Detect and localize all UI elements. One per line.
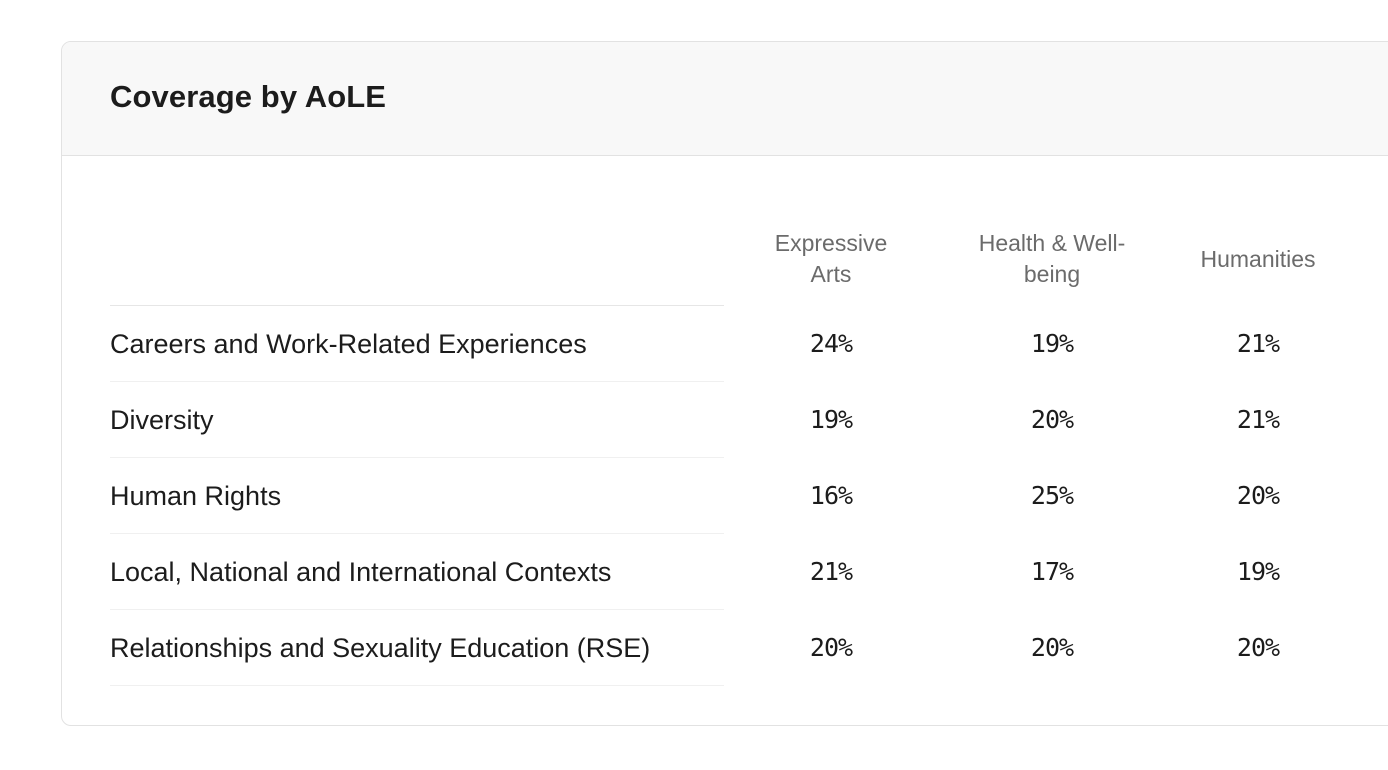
table-header-row: Expressive Arts Health & Well- being Hum… <box>110 213 1350 306</box>
column-header-humanities: Humanities <box>1200 245 1316 272</box>
table-row: Human Rights 16% 25% 20% <box>110 457 1350 534</box>
cell-value: 19% <box>1030 329 1074 358</box>
cell-value: 20% <box>1030 405 1074 434</box>
table-row: Local, National and International Contex… <box>110 533 1350 610</box>
row-label: Careers and Work-Related Experiences <box>110 305 724 382</box>
cell-value: 21% <box>1236 329 1280 358</box>
column-header-expressive-arts: Expressive Arts <box>774 230 888 288</box>
cell-value: 21% <box>809 557 853 586</box>
cell-value: 19% <box>809 405 853 434</box>
coverage-card: Coverage by AoLE Expressive Arts Health … <box>61 41 1388 726</box>
card-header: Coverage by AoLE <box>62 42 1388 156</box>
cell-value: 24% <box>809 329 853 358</box>
cell-value: 20% <box>1236 633 1280 662</box>
cell-value: 20% <box>1236 481 1280 510</box>
table-row: Relationships and Sexuality Education (R… <box>110 609 1350 686</box>
cell-value: 16% <box>809 481 853 510</box>
column-header-health-wellbeing: Health & Well- being <box>978 230 1126 288</box>
cell-value: 19% <box>1236 557 1280 586</box>
column-header-theme <box>110 213 724 306</box>
cell-value: 21% <box>1236 405 1280 434</box>
row-label: Diversity <box>110 381 724 458</box>
cell-value: 17% <box>1030 557 1074 586</box>
cell-value: 20% <box>1030 633 1074 662</box>
row-label: Local, National and International Contex… <box>110 533 724 610</box>
table-row: Diversity 19% 20% 21% <box>110 381 1350 458</box>
coverage-table: Expressive Arts Health & Well- being Hum… <box>110 213 1350 686</box>
row-label: Human Rights <box>110 457 724 534</box>
cell-value: 25% <box>1030 481 1074 510</box>
row-label: Relationships and Sexuality Education (R… <box>110 609 724 686</box>
card-title: Coverage by AoLE <box>110 79 387 114</box>
table-row: Careers and Work-Related Experiences 24%… <box>110 305 1350 382</box>
cell-value: 20% <box>809 633 853 662</box>
